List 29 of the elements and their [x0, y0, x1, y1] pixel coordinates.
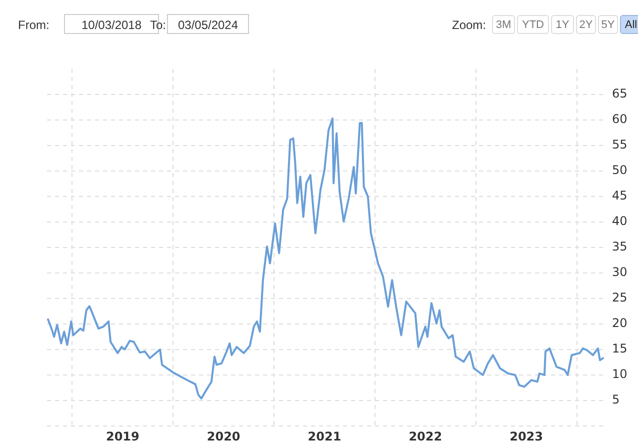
text: To: [150, 18, 166, 32]
text: From: [18, 18, 50, 32]
y-tick-label: 25 [612, 290, 628, 305]
x-tick-label: 2019 [106, 429, 140, 444]
text: All [620, 15, 638, 34]
y-tick-label: 55 [612, 138, 628, 152]
x-tick-label: 2020 [206, 429, 240, 444]
y-tick-label: 60 [612, 112, 628, 126]
text: Zoom: [452, 18, 486, 32]
y-tick-label: 45 [612, 188, 628, 203]
y-tick-label: 5 [612, 392, 620, 407]
y-tick-label: 30 [612, 265, 628, 280]
text: 2Y [576, 15, 596, 34]
text: 10/03/2018 [81, 18, 142, 32]
text: 3M [492, 15, 515, 34]
y-tick-label: 65 [612, 86, 628, 101]
x-tick-label: 2021 [308, 429, 342, 444]
y-tick-label: 10 [612, 367, 628, 382]
y-tick-label: 50 [612, 163, 628, 178]
text: 1Y [551, 15, 574, 34]
y-tick-label: 15 [612, 342, 628, 356]
text: 03/05/2024 [167, 14, 249, 34]
y-tick-label: 20 [612, 316, 628, 330]
x-tick-label: 2022 [408, 429, 442, 444]
text: 5Y [598, 15, 618, 34]
text: YTD [517, 15, 549, 34]
x-tick-label: 2023 [510, 429, 544, 444]
y-tick-label: 35 [612, 240, 628, 254]
y-tick-label: 40 [612, 214, 628, 228]
